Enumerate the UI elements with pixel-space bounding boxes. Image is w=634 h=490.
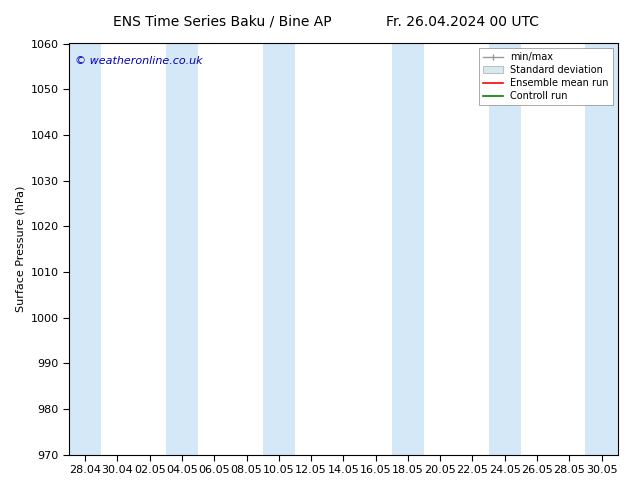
Bar [166,44,198,455]
Legend: min/max, Standard deviation, Ensemble mean run, Controll run: min/max, Standard deviation, Ensemble me… [479,49,613,105]
Text: © weatheronline.co.uk: © weatheronline.co.uk [75,56,202,66]
Text: ENS Time Series Baku / Bine AP: ENS Time Series Baku / Bine AP [113,15,331,29]
Bar [392,44,424,455]
Y-axis label: Surface Pressure (hPa): Surface Pressure (hPa) [15,186,25,312]
Bar [489,44,521,455]
Bar [585,44,618,455]
Bar [69,44,101,455]
Text: Fr. 26.04.2024 00 UTC: Fr. 26.04.2024 00 UTC [386,15,540,29]
Bar [262,44,295,455]
